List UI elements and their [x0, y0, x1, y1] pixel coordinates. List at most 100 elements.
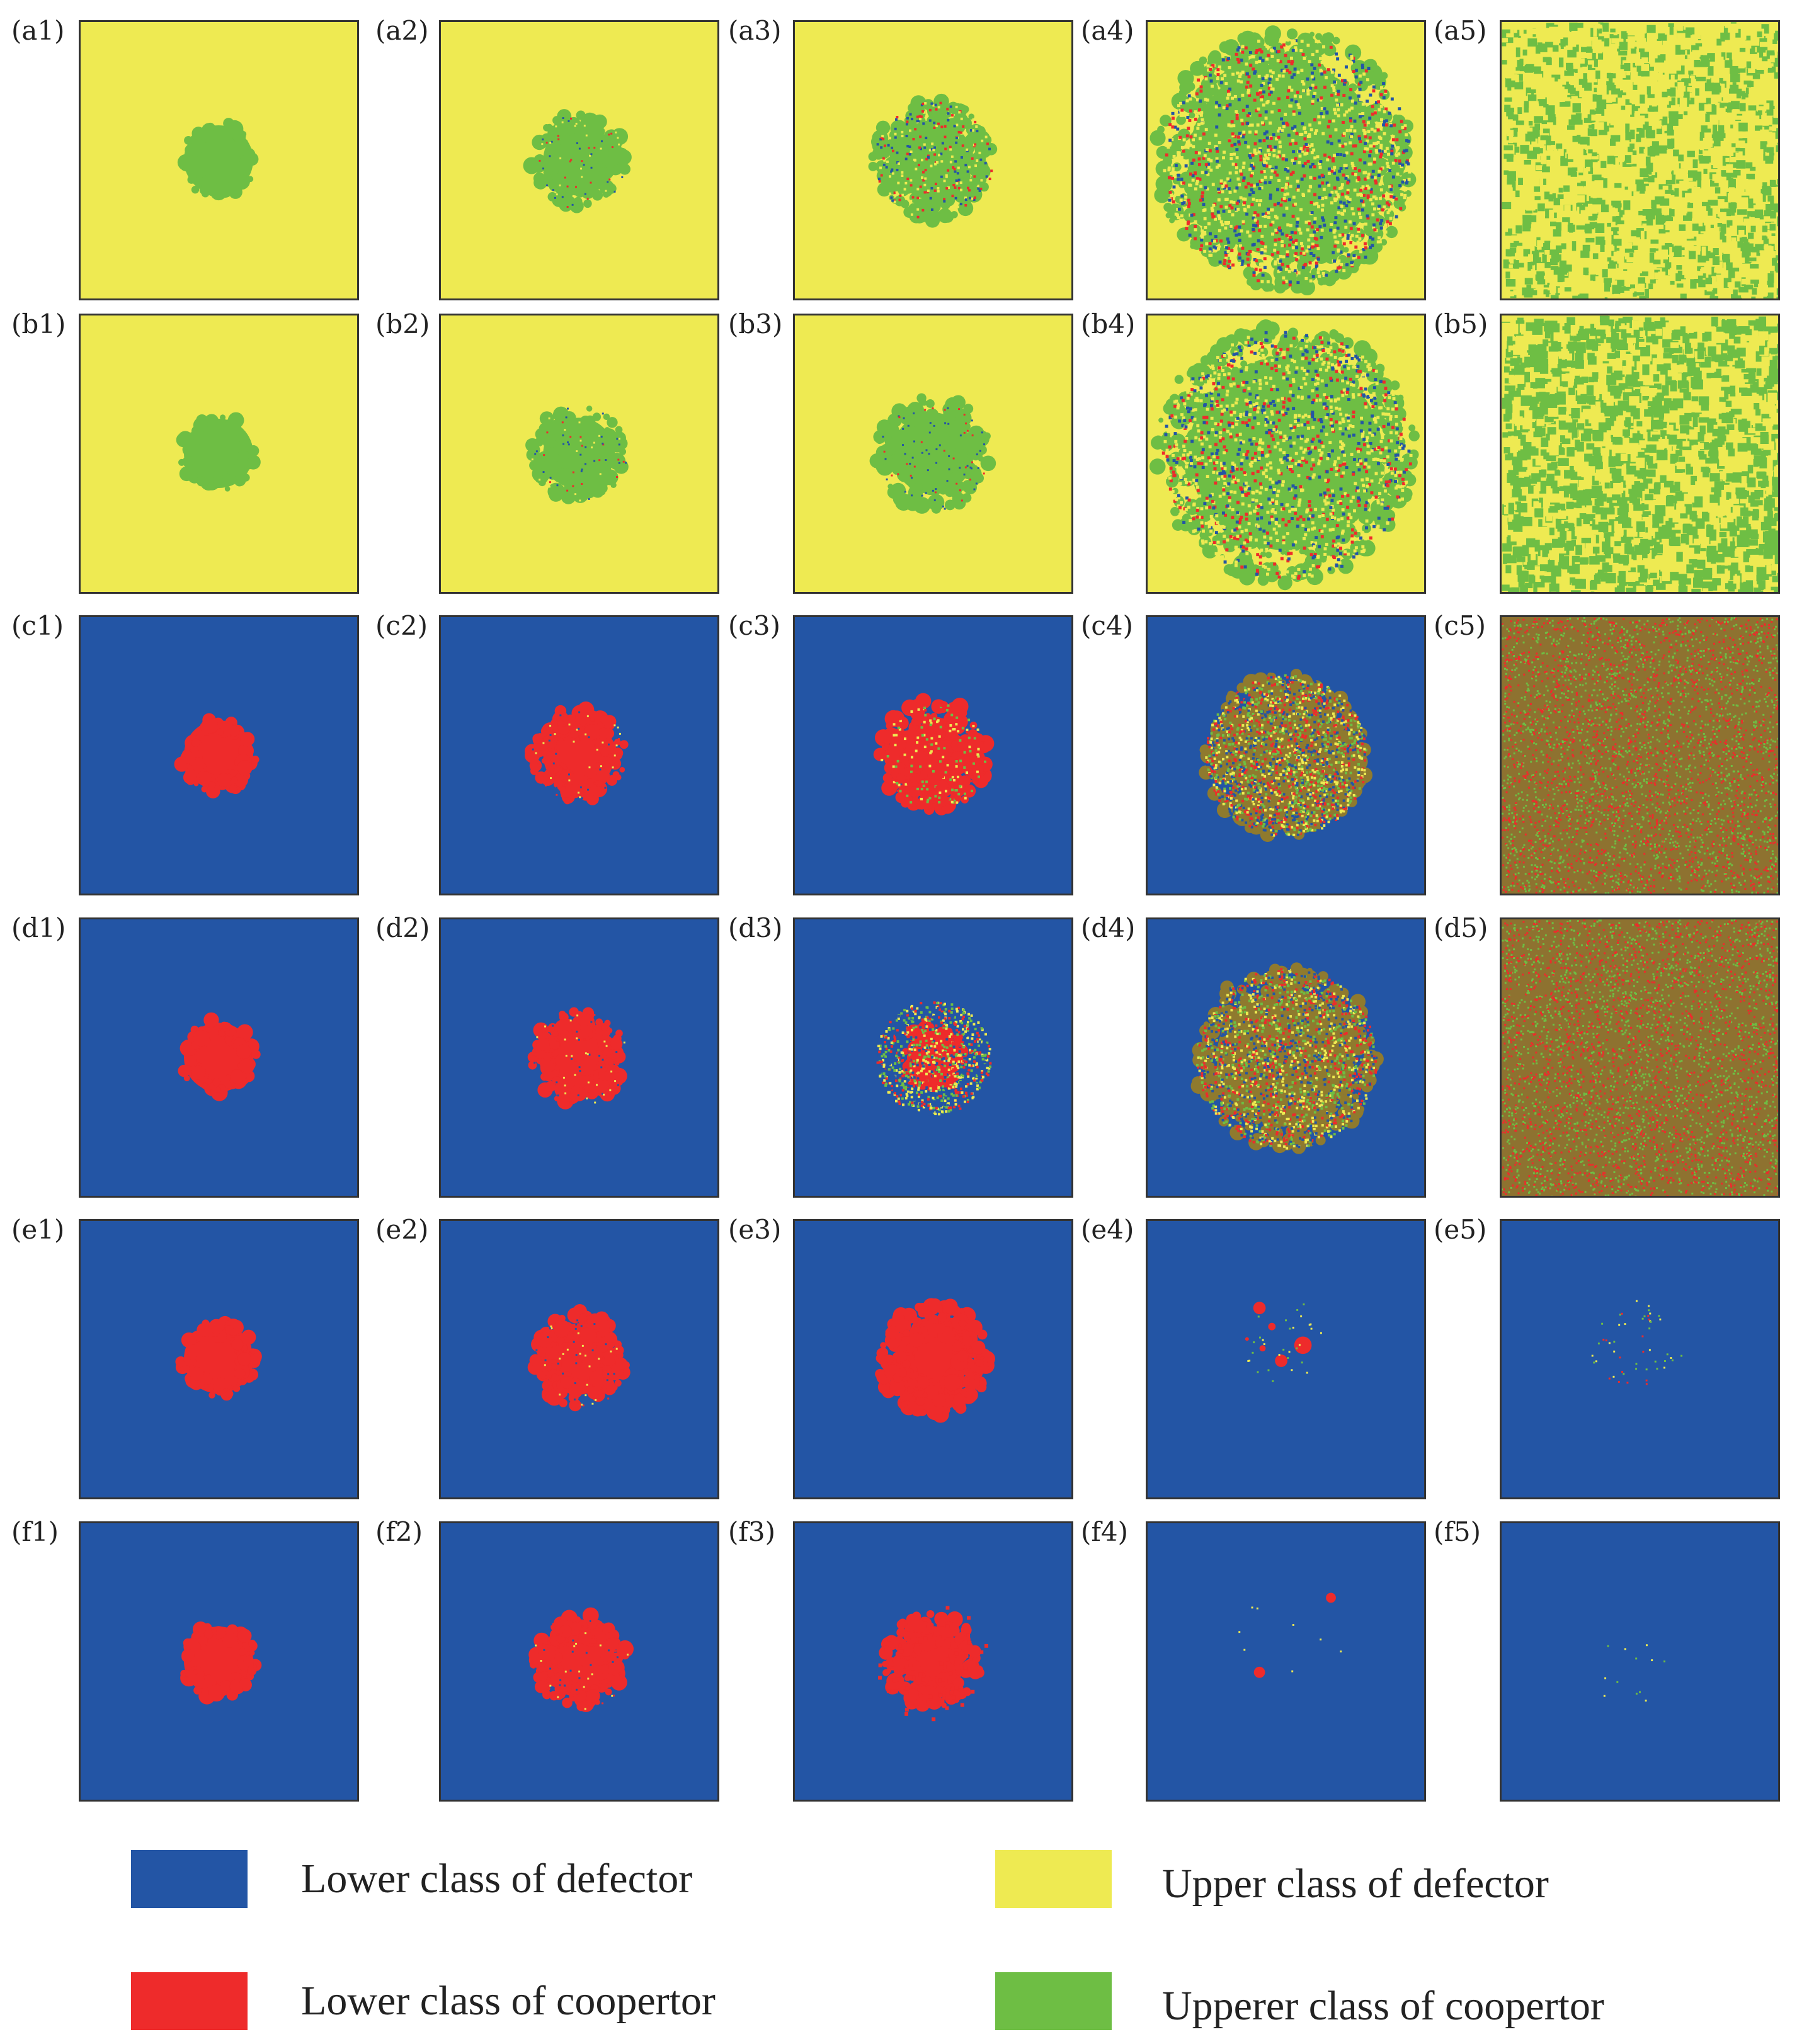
lattice-image: [81, 1221, 357, 1497]
lattice-image: [1502, 617, 1778, 894]
lattice-image: [795, 315, 1071, 592]
lattice-panel-a4: [1146, 20, 1426, 300]
legend-label: Upper class of defector: [1162, 1855, 1549, 1913]
legend-label: Lower class of defector: [301, 1850, 692, 1908]
lattice-panel-f1: [79, 1521, 359, 1802]
panel-label: (e3): [728, 1217, 781, 1243]
lattice-panel-a2: [439, 20, 719, 300]
lattice-image: [441, 617, 717, 894]
lattice-image: [81, 22, 357, 298]
panel-label: (a4): [1081, 18, 1134, 44]
legend-swatch: [131, 1972, 248, 2030]
lattice-image: [1148, 315, 1424, 592]
panel-label: (b5): [1434, 311, 1488, 338]
panel-label: (a2): [375, 18, 429, 44]
lattice-panel-f2: [439, 1521, 719, 1802]
lattice-image: [81, 919, 357, 1196]
figure-grid: (a1) (a2) (a3) (a4) (a5) (b1) (b2) (b3) (b4) (b5)…: [11, 18, 1780, 1802]
panel-label: (e4): [1081, 1217, 1134, 1243]
panel-label: (c1): [11, 613, 64, 639]
lattice-panel-c1: [79, 615, 359, 895]
lattice-image: [1148, 617, 1424, 894]
lattice-panel-a3: [793, 20, 1073, 300]
panel-label: (a3): [728, 18, 782, 44]
lattice-panel-e2: [439, 1219, 719, 1499]
panel-label: (d5): [1434, 915, 1488, 941]
panel-label: (d4): [1081, 915, 1135, 941]
lattice-image: [1148, 1523, 1424, 1800]
lattice-panel-f3: [793, 1521, 1073, 1802]
panel-label: (e5): [1434, 1217, 1486, 1243]
panel-label: (a5): [1434, 18, 1487, 44]
lattice-panel-e1: [79, 1219, 359, 1499]
lattice-panel-d3: [793, 917, 1073, 1198]
legend: Lower class of defector Upper class of d…: [0, 1826, 1797, 2044]
panel-label: (f1): [11, 1519, 59, 1545]
lattice-panel-b2: [439, 314, 719, 594]
panel-label: (f3): [728, 1519, 775, 1545]
lattice-image: [1148, 22, 1424, 298]
lattice-panel-e3: [793, 1219, 1073, 1499]
legend-swatch: [995, 1850, 1112, 1908]
panel-label: (d3): [728, 915, 782, 941]
lattice-panel-c2: [439, 615, 719, 895]
legend-label: Lower class of coopertor: [301, 1972, 716, 2030]
lattice-image: [81, 1523, 357, 1800]
lattice-panel-b4: [1146, 314, 1426, 594]
lattice-panel-c4: [1146, 615, 1426, 895]
lattice-panel-b1: [79, 314, 359, 594]
lattice-image: [1148, 919, 1424, 1196]
legend-item-upper-cooperator: Upperer class of coopertor: [995, 1972, 1783, 2035]
lattice-panel-c5: [1500, 615, 1780, 895]
panel-label: (a1): [11, 18, 65, 44]
panel-label: (c4): [1081, 613, 1133, 639]
panel-label: (c5): [1434, 613, 1486, 639]
panel-label: (c3): [728, 613, 780, 639]
lattice-panel-d4: [1146, 917, 1426, 1198]
lattice-panel-c3: [793, 615, 1073, 895]
lattice-image: [795, 617, 1071, 894]
legend-swatch: [995, 1972, 1112, 2030]
lattice-image: [1502, 1523, 1778, 1800]
lattice-image: [1502, 315, 1778, 592]
lattice-image: [81, 617, 357, 894]
panel-label: (e1): [11, 1217, 64, 1243]
lattice-panel-d5: [1500, 917, 1780, 1198]
panel-label: (d1): [11, 915, 66, 941]
panel-label: (b4): [1081, 311, 1135, 338]
panel-label: (f4): [1081, 1519, 1128, 1545]
panel-label: (d2): [375, 915, 430, 941]
legend-item-lower-defector: Lower class of defector: [131, 1850, 824, 1913]
lattice-panel-f5: [1500, 1521, 1780, 1802]
lattice-image: [1502, 1221, 1778, 1497]
lattice-image: [795, 1221, 1071, 1497]
lattice-panel-b3: [793, 314, 1073, 594]
panel-label: (f2): [375, 1519, 423, 1545]
lattice-panel-f4: [1146, 1521, 1426, 1802]
lattice-panel-e4: [1146, 1219, 1426, 1499]
legend-item-lower-cooperator: Lower class of coopertor: [131, 1972, 824, 2035]
panel-label: (e2): [375, 1217, 428, 1243]
lattice-panel-b5: [1500, 314, 1780, 594]
lattice-image: [795, 1523, 1071, 1800]
lattice-image: [1502, 919, 1778, 1196]
lattice-image: [441, 315, 717, 592]
lattice-image: [441, 919, 717, 1196]
panel-label: (b2): [375, 311, 430, 338]
lattice-image: [441, 22, 717, 298]
lattice-image: [81, 315, 357, 592]
legend-item-upper-defector: Upper class of defector: [995, 1850, 1751, 1913]
lattice-panel-a5: [1500, 20, 1780, 300]
lattice-image: [795, 22, 1071, 298]
panel-label: (b1): [11, 311, 66, 338]
lattice-panel-a1: [79, 20, 359, 300]
lattice-panel-e5: [1500, 1219, 1780, 1499]
legend-label: Upperer class of coopertor: [1162, 1977, 1604, 2035]
lattice-image: [795, 919, 1071, 1196]
lattice-panel-d2: [439, 917, 719, 1198]
panel-label: (f5): [1434, 1519, 1481, 1545]
panel-label: (c2): [375, 613, 428, 639]
lattice-image: [1502, 22, 1778, 298]
lattice-panel-d1: [79, 917, 359, 1198]
panel-label: (b3): [728, 311, 782, 338]
